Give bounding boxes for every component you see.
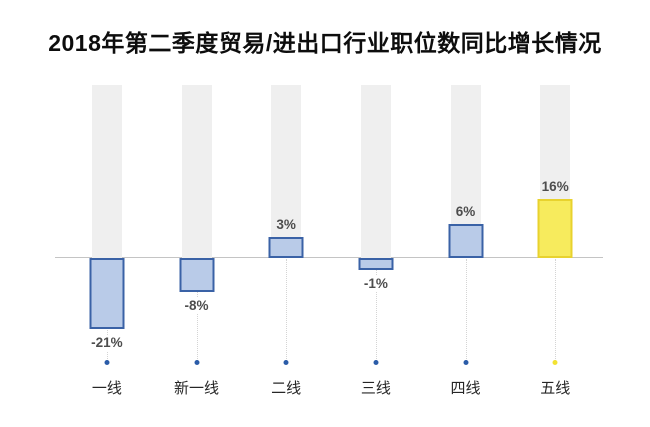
bar — [268, 237, 304, 258]
value-label: -8% — [151, 298, 242, 314]
dot — [283, 360, 289, 365]
chart-title: 2018年第二季度贸易/进出口行业职位数同比增长情况 — [48, 30, 602, 56]
bar-column: -21% 一线 — [62, 85, 152, 405]
background-column — [91, 85, 122, 258]
connector-line — [375, 259, 377, 361]
bar-column: -1% 三线 — [331, 85, 421, 405]
value-label: 6% — [455, 204, 476, 219]
category-label: 三线 — [360, 380, 391, 397]
category-label: 二线 — [271, 380, 302, 397]
bar-column: 6% 四线 — [421, 85, 511, 405]
dot — [373, 360, 379, 365]
value-label: -1% — [331, 276, 421, 292]
bar-column: -8% 新一线 — [151, 85, 242, 405]
background-column — [271, 85, 302, 258]
bar — [448, 224, 484, 258]
category-label: 一线 — [91, 380, 122, 397]
bar-column: 16% 五线 — [510, 85, 600, 405]
bar-column: 3% 二线 — [241, 85, 331, 405]
bar-columns: -21% 一线 -8% 新一线 3% 二线 -1% 三线 — [62, 85, 600, 405]
bar — [89, 258, 125, 329]
baseline — [55, 257, 603, 258]
bar — [179, 258, 214, 292]
value-label: 3% — [276, 217, 296, 232]
connector-line — [286, 259, 288, 361]
value-label: 16% — [541, 179, 569, 194]
dot — [104, 360, 110, 365]
dot — [552, 360, 558, 365]
bar — [358, 258, 394, 270]
value-label: -21% — [62, 335, 152, 351]
dot — [463, 360, 469, 365]
category-label: 五线 — [540, 380, 571, 397]
category-label: 新一线 — [174, 380, 220, 397]
background-column — [360, 85, 391, 258]
dot — [194, 360, 199, 365]
connector-line — [555, 259, 557, 361]
connector-line — [465, 259, 467, 361]
background-column — [181, 85, 212, 258]
category-label: 四线 — [450, 380, 481, 397]
bar — [537, 199, 573, 258]
